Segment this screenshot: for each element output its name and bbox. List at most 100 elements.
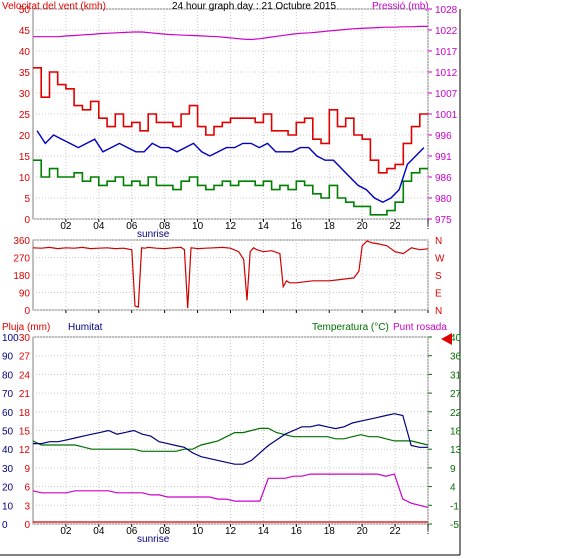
x-tick-label: 12	[225, 526, 237, 537]
dewpoint-label: Punt rosada	[393, 322, 447, 333]
x-tick-label: 12	[225, 221, 237, 232]
humidity-tick-label: 60	[2, 408, 14, 419]
humidity-tick-label: 30	[2, 464, 14, 475]
x-tick-label: 02	[60, 526, 72, 537]
pressure-label: Pressió (mb)	[372, 1, 429, 12]
x-tick-label: 08	[159, 221, 171, 232]
temperature-series	[32, 427, 429, 452]
rain-tick-label: 30	[19, 333, 31, 344]
temperature-tick-label: 27	[450, 389, 462, 400]
wind-direction-series	[32, 240, 429, 309]
wind-low-series	[33, 159, 428, 216]
compass-label: N	[435, 236, 442, 247]
humidity-tick-label: 20	[2, 483, 14, 494]
humidity-tick-label: 100	[2, 333, 19, 344]
humidity-tick-label: 90	[2, 352, 14, 363]
x-tick-label: 16	[291, 221, 303, 232]
y-tick-label-left: 270	[13, 254, 30, 265]
humidity-tick-label: 10	[2, 501, 14, 512]
y-tick-label-left: 20	[19, 131, 31, 142]
humidity-tick-label: 40	[2, 445, 14, 456]
x-tick-label: !	[427, 221, 430, 232]
y-tick-label-left: 90	[19, 289, 31, 300]
compass-label: N	[435, 306, 442, 317]
y-tick-label-left: 5	[24, 194, 30, 205]
temperature-tick-label: 36	[450, 352, 462, 363]
y-tick-label-left: 15	[19, 152, 31, 163]
rain-label: Pluja (mm)	[2, 322, 50, 333]
rain-tick-label: 3	[24, 501, 30, 512]
humidity-tick-label: 0	[2, 520, 8, 531]
compass-label: S	[435, 271, 442, 282]
y-tick-label-left: 0	[24, 215, 30, 226]
y-tick-label-right: 1022	[435, 26, 458, 37]
sunrise-label: sunrise	[137, 534, 170, 545]
x-tick-label: 02	[60, 221, 72, 232]
y-tick-label-left: 35	[19, 68, 31, 79]
x-tick-label: 20	[357, 526, 369, 537]
humidity-series	[33, 413, 428, 465]
x-tick-label: 06	[126, 221, 138, 232]
x-tick-label: !	[427, 526, 430, 537]
y-tick-label-right: 1001	[435, 110, 458, 121]
rain-tick-label: 0	[24, 520, 30, 531]
humidity-tick-label: 70	[2, 389, 14, 400]
x-tick-label: 04	[93, 221, 105, 232]
humidity-tick-label: 50	[2, 427, 14, 438]
rain-tick-label: 24	[19, 370, 31, 381]
y-tick-label-left: 50	[19, 5, 31, 16]
temperature-tick-label: 22	[450, 408, 462, 419]
x-tick-label: 14	[258, 526, 270, 537]
y-tick-label-left: 30	[19, 89, 31, 100]
x-tick-label: 16	[291, 526, 303, 537]
x-tick-label: 22	[390, 526, 402, 537]
rain-tick-label: 9	[24, 464, 30, 475]
y-tick-label-right: 1007	[435, 89, 458, 100]
y-tick-label-right: 980	[435, 194, 452, 205]
chart-title: 24 hour graph day : 21 Octubre 2015	[172, 1, 336, 12]
rain-tick-label: 12	[19, 445, 31, 456]
temperature-tick-label: 31	[450, 370, 462, 381]
wind-average-series	[36, 130, 425, 203]
y-tick-label-left: 40	[19, 47, 31, 58]
y-tick-label-left: 0	[24, 306, 30, 317]
temperature-tick-label: -1	[450, 501, 459, 512]
x-tick-label: 18	[324, 221, 336, 232]
x-tick-label: 18	[324, 526, 336, 537]
y-tick-label-right: 991	[435, 152, 452, 163]
wind-gust-series	[33, 67, 428, 174]
temperature-marker	[441, 333, 452, 345]
x-tick-label: 10	[192, 221, 204, 232]
x-tick-label: 14	[258, 221, 270, 232]
wind-speed-label: Velocitat del vent (kmh)	[2, 1, 106, 12]
temperature-tick-label: 18	[450, 427, 462, 438]
y-tick-label-right: 1012	[435, 68, 458, 79]
x-tick-label: 10	[192, 526, 204, 537]
panel-wind-direction	[32, 239, 429, 311]
compass-label: E	[435, 289, 442, 300]
temperature-tick-label: 40	[450, 333, 462, 344]
rain-tick-label: 27	[19, 352, 31, 363]
sunrise-label: sunrise	[137, 229, 170, 240]
temperature-tick-label: 9	[450, 464, 456, 475]
temperature-tick-label: 4	[450, 483, 456, 494]
y-tick-label-left: 10	[19, 173, 31, 184]
humidity-tick-label: 80	[2, 370, 14, 381]
y-tick-label-right: 1028	[435, 5, 458, 16]
rain-tick-label: 6	[24, 483, 30, 494]
y-tick-label-right: 996	[435, 131, 452, 142]
temperature-label: Temperatura (°C)	[312, 322, 389, 333]
rain-tick-label: 21	[19, 389, 31, 400]
x-tick-label: 08	[159, 526, 171, 537]
pressure-series	[33, 25, 428, 41]
y-tick-label-left: 45	[19, 26, 31, 37]
y-tick-label-left: 180	[13, 271, 30, 282]
y-tick-label-right: 975	[435, 215, 452, 226]
y-tick-label-right: 1017	[435, 47, 458, 58]
temperature-tick-label: -5	[450, 520, 459, 531]
x-tick-label: 04	[93, 526, 105, 537]
y-tick-label-left: 25	[19, 110, 31, 121]
temperature-tick-label: 13	[450, 445, 462, 456]
y-tick-label-left: 360	[13, 236, 30, 247]
